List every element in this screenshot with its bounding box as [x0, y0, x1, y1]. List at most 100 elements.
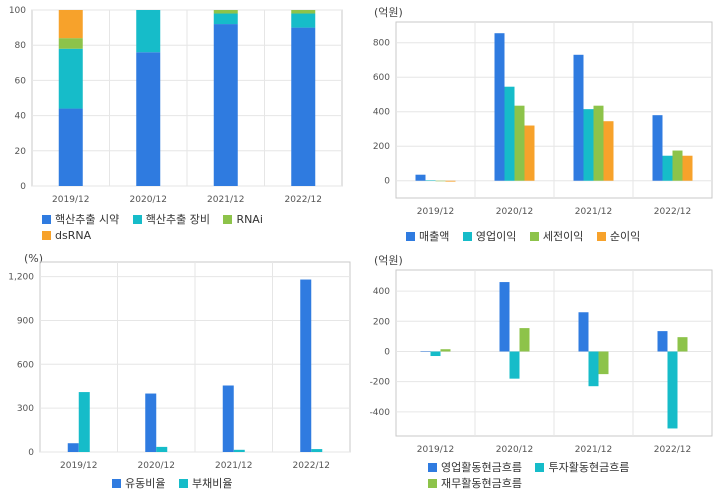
unit-label-bl: (%)	[24, 252, 44, 265]
legend-item[interactable]: 매출액	[406, 229, 449, 244]
legend-item[interactable]: 핵산추출 시약	[42, 212, 119, 227]
bar	[440, 349, 451, 352]
bar	[222, 385, 234, 452]
legend-label: RNAi	[236, 213, 263, 226]
y-tick-label: 0	[384, 177, 390, 187]
legend-label: 영업활동현금흐름	[441, 461, 522, 474]
y-tick-label: 900	[17, 316, 34, 326]
bar	[311, 449, 323, 452]
y-tick-label: 1,200	[8, 273, 34, 283]
bar	[499, 282, 510, 352]
y-tick-label: 400	[373, 108, 390, 118]
legend-item[interactable]: RNAi	[223, 212, 263, 227]
bar	[291, 13, 316, 28]
y-tick-label: 0	[28, 448, 34, 458]
legend-swatch	[42, 231, 51, 240]
chart-panel-br: (억원) -400 -200 0 200 400 2019/12 2020/12 2021/1…	[360, 248, 720, 496]
legend-label: 순이익	[609, 230, 641, 243]
bar	[524, 125, 535, 181]
bar	[662, 155, 673, 181]
y-tick-label: 0	[20, 182, 26, 192]
x-tick-label: 2021/12	[575, 207, 612, 217]
bar	[58, 10, 83, 39]
legend-item[interactable]: 유동비율	[112, 476, 165, 491]
bar	[145, 393, 157, 452]
bar	[573, 54, 584, 181]
bar	[430, 351, 441, 357]
legend-item[interactable]: 영업이익	[462, 229, 516, 244]
unit-label-tr: (억원)	[374, 6, 403, 19]
chart-panel-tr: (억원) 0 200 400 600 800 2019/12 2020/12 2021/12 2…	[360, 0, 720, 248]
x-tick-label: 2019/12	[417, 445, 454, 455]
y-tick-label: 60	[15, 76, 27, 86]
y-tick-label: 80	[15, 41, 27, 51]
legend-item[interactable]: 순이익	[596, 229, 641, 244]
legend-swatch	[462, 232, 472, 241]
bar	[213, 13, 238, 25]
x-tick-label: 2020/12	[138, 461, 175, 471]
bar	[504, 86, 515, 181]
y-tick-label: 20	[15, 147, 27, 157]
bar	[213, 24, 238, 186]
y-tick-label: 40	[15, 112, 27, 122]
legend-item[interactable]: dsRNA	[42, 228, 91, 243]
bar	[291, 10, 316, 14]
legend-swatch	[428, 463, 437, 472]
bar	[420, 351, 431, 352]
y-tick-label: -400	[370, 408, 391, 418]
bar	[598, 351, 609, 375]
bar	[156, 446, 168, 452]
bar	[213, 10, 238, 14]
legend-tl: 핵산추출 시약 핵산추출 장비 RNAi dsRNA	[42, 212, 342, 244]
y-tick-label: 200	[373, 142, 390, 152]
x-tick-label: 2022/12	[293, 461, 330, 471]
bar	[578, 312, 589, 352]
legend-label: 부채비율	[191, 477, 233, 490]
bar	[58, 38, 83, 49]
chart-panel-bl: (%) 0 300 600 900 1,200 2019/12 2020/12 2021/12…	[0, 248, 360, 496]
chart-svg-tr: 0 200 400 600 800 2019/12 2020/12 2021/12 2022/1…	[373, 21, 713, 217]
chart-svg-bl: 0 300 600 900 1,200 2019/12 2020/12 2021/12 2022…	[8, 261, 351, 471]
x-tick-label: 2020/12	[130, 195, 167, 205]
legend-item[interactable]: 재무활동현금흐름	[428, 476, 522, 491]
x-tick-label: 2021/12	[575, 445, 612, 455]
y-tick-label: 400	[373, 287, 390, 297]
unit-label-br: (억원)	[374, 254, 403, 267]
legend-label: 핵산추출 장비	[145, 213, 210, 226]
legend-swatch	[535, 463, 545, 472]
legend-swatch	[178, 479, 188, 488]
y-tick-label: 100	[9, 6, 26, 16]
bar	[509, 351, 520, 379]
legend-item[interactable]: 세전이익	[529, 229, 583, 244]
legend-item[interactable]: 영업활동현금흐름	[428, 460, 522, 475]
legend-swatch	[42, 215, 51, 224]
bar	[291, 27, 316, 186]
y-tick-label: 600	[373, 73, 390, 83]
legend-br: 영업활동현금흐름 투자활동현금흐름 재무활동현금흐름	[428, 460, 718, 492]
chart-panel-tl: 0 20 40 60 80 100 2019/12 2020/12 2021/12 2022/12…	[0, 0, 360, 248]
bar	[593, 105, 604, 181]
y-tick-label: 600	[17, 360, 34, 370]
legend-swatch	[223, 215, 233, 224]
legend-label: dsRNA	[55, 229, 92, 242]
y-tick-label: 300	[17, 404, 34, 414]
legend-item[interactable]: 부채비율	[178, 476, 233, 491]
chart-svg-br: -400 -200 0 200 400 2019/12 2020/12 2021/12 2022…	[370, 269, 713, 455]
bar	[682, 155, 693, 181]
y-tick-label: 0	[384, 347, 390, 357]
bar	[588, 351, 599, 387]
legend-swatch	[406, 232, 415, 241]
legend-swatch	[596, 232, 606, 241]
x-tick-label: 2019/12	[60, 461, 97, 471]
x-tick-label: 2020/12	[496, 207, 533, 217]
legend-label: 매출액	[419, 230, 450, 243]
bar	[445, 180, 456, 182]
legend-item[interactable]: 투자활동현금흐름	[535, 460, 629, 475]
x-tick-label: 2022/12	[285, 195, 322, 205]
x-tick-label: 2019/12	[417, 207, 454, 217]
bar	[672, 150, 683, 181]
x-tick-label: 2021/12	[215, 461, 252, 471]
legend-swatch	[112, 479, 121, 488]
legend-item[interactable]: 핵산추출 장비	[132, 212, 210, 227]
bar	[514, 105, 525, 181]
